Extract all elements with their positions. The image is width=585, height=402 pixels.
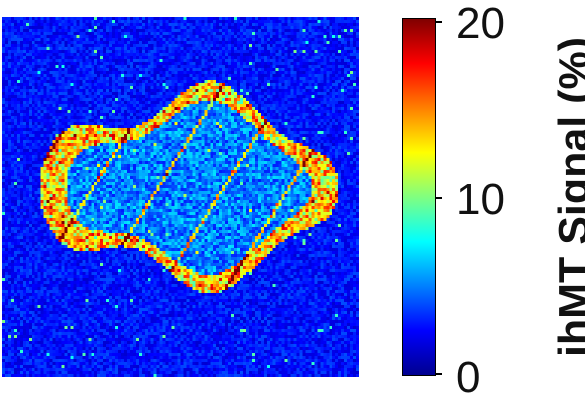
ihmt-map-image xyxy=(2,17,359,377)
colorbar-label: ihMT Signal (%) xyxy=(551,37,585,357)
colorbar-tick-label-10: 10 xyxy=(456,178,505,222)
colorbar-tick-20 xyxy=(436,21,442,23)
colorbar-tick-label-20: 20 xyxy=(456,2,505,46)
colorbar-tick-label-0: 0 xyxy=(456,356,480,400)
colorbar-tick-10 xyxy=(436,197,442,199)
colorbar-label-text: ihMT Signal (%) xyxy=(551,37,585,357)
colorbar xyxy=(402,18,436,376)
colorbar-tick-0 xyxy=(436,373,442,375)
